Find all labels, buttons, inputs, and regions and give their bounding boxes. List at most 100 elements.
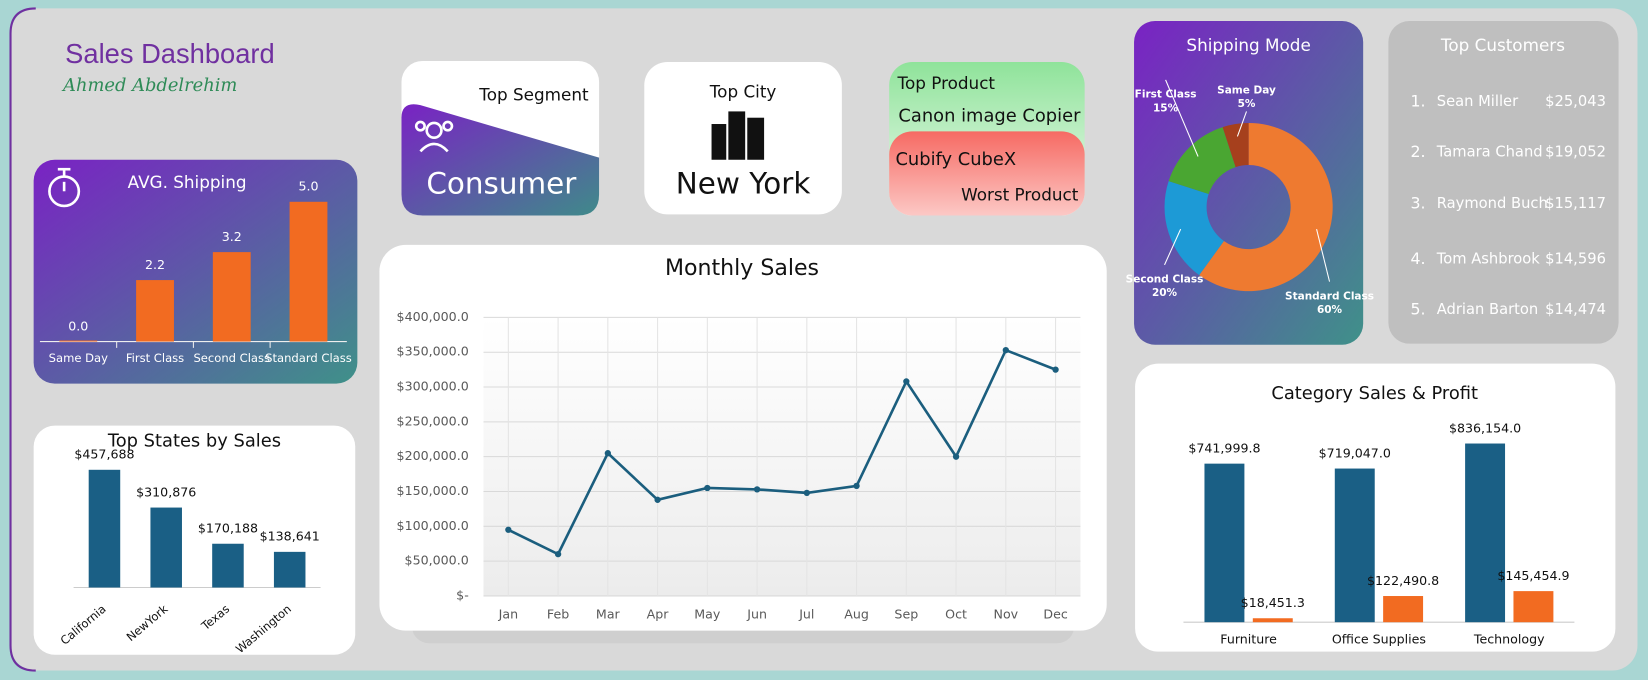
bar [1465, 443, 1506, 623]
bar [1252, 618, 1293, 623]
x-tick-label: Office Supplies [1332, 632, 1426, 647]
value-label: $170,188 [198, 521, 258, 536]
sales-line [507, 348, 1057, 556]
slice-name: Standard Class [1285, 290, 1374, 302]
x-tick-label: Jul [798, 606, 814, 621]
bar [136, 280, 174, 342]
dashboard-title: Sales Dashboard [65, 38, 275, 69]
chart-title: AVG. Shipping [128, 172, 247, 192]
value-label: $138,641 [260, 529, 320, 544]
value-label: 5.0 [298, 179, 318, 194]
customer-name: Tom Ashbrook [1436, 251, 1541, 268]
segment-value: Consumer [426, 166, 577, 200]
slice-label: 5% [1238, 98, 1256, 110]
slice-label: 15% [1153, 102, 1179, 114]
x-tick-label: Nov [994, 606, 1019, 621]
slice-name: Same Day [1217, 84, 1276, 96]
customers-title: Top Customers [1440, 35, 1565, 55]
bar [273, 551, 306, 588]
chart-title: Category Sales & Profit [1271, 383, 1478, 404]
worst-product-label: Worst Product [961, 184, 1079, 204]
x-tick-label: Technology [1473, 632, 1545, 647]
customer-amount: $14,474 [1545, 301, 1606, 318]
leader-line [1316, 229, 1331, 282]
value-label: $836,154.0 [1449, 420, 1521, 435]
frame-accent [9, 7, 36, 672]
value-label: $741,999.8 [1188, 440, 1260, 455]
customer-amount: $25,043 [1545, 93, 1606, 110]
point [505, 526, 512, 533]
customer-rank: 1. [1410, 91, 1425, 110]
y-tick-label: $50,000.0 [405, 553, 469, 568]
customer-rank: 2. [1410, 142, 1425, 161]
customer-name: Sean Miller [1437, 93, 1519, 110]
y-tick-label: $150,000.0 [397, 483, 469, 498]
point [853, 482, 860, 490]
donut-slice [1168, 127, 1236, 195]
customer-amount: $14,596 [1545, 251, 1606, 268]
bar [1334, 468, 1375, 623]
point [704, 484, 711, 492]
x-tick-label: Same Day [49, 351, 108, 365]
value-label: $145,454.9 [1497, 568, 1569, 583]
segment-band [401, 104, 600, 216]
bar [289, 201, 328, 342]
value-label: 3.2 [222, 229, 242, 244]
bar [1383, 596, 1424, 623]
chart-title: Monthly Sales [665, 256, 819, 281]
slice-label: 60% [1317, 304, 1343, 316]
x-tick-label: Jun [746, 606, 767, 621]
bar [59, 340, 98, 342]
y-tick-label: $- [456, 587, 469, 602]
avg-shipping-panel [33, 159, 358, 384]
bar [88, 469, 121, 588]
customer-rank: 4. [1410, 249, 1425, 268]
x-tick-label: Dec [1043, 606, 1067, 621]
x-tick-label: Oct [945, 606, 967, 621]
slice-name: Second Class [1126, 274, 1204, 286]
buildings-icon [711, 111, 765, 160]
people-icon [414, 120, 454, 153]
city-label: Top City [709, 81, 777, 101]
value-label: $122,490.8 [1367, 573, 1439, 588]
x-tick-label: Apr [647, 606, 670, 621]
value-label: 0.0 [68, 318, 88, 333]
customer-rank: 3. [1410, 193, 1425, 212]
chart-title: Shipping Mode [1186, 35, 1310, 55]
value-label: $18,451.3 [1241, 595, 1305, 610]
point [1002, 346, 1009, 354]
value-label: $457,688 [74, 447, 134, 462]
value-label: $719,047.0 [1319, 445, 1391, 460]
point [1052, 366, 1059, 373]
x-tick-label: Sep [894, 606, 918, 621]
customer-amount: $15,117 [1545, 195, 1606, 212]
y-tick-label: $200,000.0 [397, 448, 469, 463]
value-label: $310,876 [136, 484, 196, 499]
x-tick-label: Furniture [1220, 632, 1277, 647]
bar [1513, 591, 1554, 623]
y-tick-label: $350,000.0 [397, 344, 469, 359]
x-tick-label: Second Class [193, 351, 270, 365]
x-tick-label: Mar [596, 606, 621, 621]
bar [1204, 463, 1245, 623]
customer-name: Raymond Buch [1437, 195, 1548, 212]
x-tick-label: Jan [498, 606, 518, 621]
y-tick-label: $400,000.0 [397, 309, 469, 324]
segment-label: Top Segment [478, 85, 589, 105]
donut-slice [1199, 122, 1333, 292]
donut-slice [1164, 181, 1224, 276]
customer-name: Adrian Barton [1437, 301, 1538, 318]
worst-product: Cubify CubeX [895, 149, 1016, 170]
point [903, 378, 910, 385]
customer-amount: $19,052 [1545, 143, 1606, 160]
point [803, 489, 810, 497]
x-tick-label: Standard Class [265, 351, 352, 365]
author: Ahmed Abdelrehim [61, 75, 237, 96]
customer-name: Tamara Chand [1436, 143, 1543, 160]
leader-line [1236, 111, 1247, 137]
top-product-label: Top Product [897, 73, 996, 93]
leader-line [1165, 79, 1199, 157]
point [952, 453, 960, 460]
